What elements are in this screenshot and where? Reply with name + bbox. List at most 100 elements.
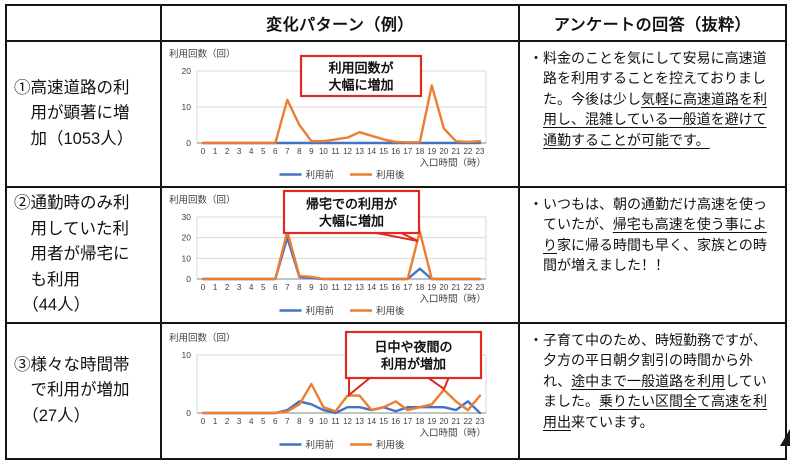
callout-text: 日中や夜間の (374, 340, 452, 355)
y-tick-label: 0 (186, 274, 191, 284)
x-tick-label: 23 (476, 417, 485, 426)
header-pattern: 変化パターン（例） (162, 6, 520, 42)
callout-text: 大幅に増加 (319, 214, 384, 229)
survey-underlined-segment: 途中まで一般道路を利用 (571, 372, 726, 389)
legend-label: 利用前 (306, 169, 335, 181)
x-tick-label: 22 (463, 147, 472, 156)
x-tick-label: 7 (285, 417, 290, 426)
category-label-1: ①高速道路の利 用が顕著に増 加（1053人） (14, 78, 134, 148)
y-tick-label: 20 (182, 233, 192, 243)
x-tick-label: 0 (201, 283, 206, 292)
x-axis-title: 入口時間（時） (419, 157, 486, 169)
x-tick-label: 21 (451, 283, 460, 292)
x-tick-label: 9 (309, 417, 314, 426)
survey-underlined-segment: 帰宅も高速を使う事により (543, 216, 767, 253)
x-tick-label: 9 (309, 283, 314, 292)
callout-text: 利用回数が (328, 61, 393, 76)
series-line-after (201, 382, 482, 415)
category-cell-2: ②通勤時のみ利 用していた利 用者が帰宅に も利用 （44人） (7, 188, 162, 324)
header-empty-cell (7, 6, 162, 42)
survey-segment: ・いつもは、朝の通勤だけ高速を使っていたが、 (529, 196, 767, 233)
x-tick-label: 0 (201, 147, 206, 156)
x-tick-label: 18 (415, 283, 424, 292)
legend-label: 利用後 (376, 169, 405, 181)
x-tick-label: 6 (273, 283, 278, 292)
x-tick-label: 1 (213, 283, 218, 292)
survey-text-3: ・子育て中のため、時短勤務ですが、夕方の平日朝夕割引の時間から外れ、途中まで一般… (529, 330, 780, 432)
x-tick-label: 22 (463, 283, 472, 292)
chart-cell-1: 0 10 20 0 1 2 3 4 5 6 7 8 9 10 11 12 13 14 15 16 17 18 19 20 21 2… (162, 42, 520, 188)
header-survey-label: アンケートの回答（抜粋） (553, 17, 752, 34)
x-tick-label: 4 (249, 417, 254, 426)
x-tick-label: 11 (331, 417, 340, 426)
x-tick-label: 15 (379, 417, 388, 426)
x-tick-label: 16 (391, 417, 400, 426)
y-tick-label: 0 (186, 408, 191, 418)
page-corner-mark (780, 429, 790, 446)
x-tick-label: 6 (273, 417, 278, 426)
legend-label: 利用前 (306, 439, 335, 451)
survey-underlined-segment: 気軽に高速道路を利用し、混雑している一般道を避けて通勤することが可能です。 (543, 90, 767, 148)
x-tick-label: 7 (285, 283, 290, 292)
survey-segment: ・子育て中のため、時短勤務ですが、夕方の平日朝夕割引の時間から外れ、 (529, 332, 767, 389)
y-tick-label: 0 (186, 138, 191, 148)
x-tick-label: 13 (355, 417, 364, 426)
x-tick-label: 12 (343, 147, 352, 156)
series-line-after (201, 230, 482, 281)
survey-segment: していました。 (543, 372, 767, 410)
x-tick-label: 11 (331, 147, 340, 156)
legend-label: 利用前 (306, 305, 335, 317)
category-cell-3: ③様々な時間帯 で利用が増加 （27人） (7, 324, 162, 458)
x-tick-label: 16 (391, 283, 400, 292)
x-tick-label: 21 (451, 147, 460, 156)
legend-label: 利用後 (376, 305, 405, 317)
survey-cell-3: ・子育て中のため、時短勤務ですが、夕方の平日朝夕割引の時間から外れ、途中まで一般… (520, 324, 785, 458)
y-tick-label: 10 (182, 350, 192, 360)
x-tick-label: 13 (355, 147, 364, 156)
survey-text-1: ・料金のことを気にして安易に高速道路を利用することを控えておりました。今後は少し… (529, 48, 780, 150)
survey-underlined-segment: 乗りたい区間全て高速を利用出 (543, 393, 767, 430)
x-axis-title: 入口時間（時） (419, 427, 486, 439)
survey-cell-1: ・料金のことを気にして安易に高速道路を利用することを控えておりました。今後は少し… (520, 42, 785, 188)
x-tick-label: 23 (476, 147, 485, 156)
x-tick-label: 20 (439, 147, 448, 156)
chart-cell-3: 0 10 0 1 2 3 4 5 6 7 8 9 10 11 12 13 14 15 16 17 18 19 20 21 22 2… (162, 324, 520, 458)
x-tick-label: 2 (225, 283, 230, 292)
category-cell-1: ①高速道路の利 用が顕著に増 加（1053人） (7, 42, 162, 188)
x-tick-label: 4 (249, 283, 254, 292)
x-tick-label: 8 (297, 283, 302, 292)
header-pattern-label: 変化パターン（例） (266, 17, 414, 34)
x-tick-label: 10 (319, 417, 328, 426)
chart-cell-2: 0 10 20 30 0 1 2 3 4 5 6 7 8 9 10 11 12 13 14 15 16 17 18 19 20 2… (162, 188, 520, 324)
callout-box (282, 189, 421, 235)
x-tick-label: 14 (367, 147, 376, 156)
x-tick-label: 20 (439, 417, 448, 426)
callout-text: 大幅に増加 (328, 78, 393, 93)
y-tick-label: 10 (182, 102, 192, 112)
x-tick-label: 4 (249, 147, 254, 156)
x-tick-label: 17 (403, 283, 412, 292)
callout-box (299, 54, 423, 98)
category-label-2: ②通勤時のみ利 用していた利 用者が帰宅に も利用 （44人） (14, 194, 130, 315)
x-tick-label: 21 (451, 417, 460, 426)
survey-cell-2: ・いつもは、朝の通勤だけ高速を使っていたが、帰宅も高速を使う事により家に帰る時間… (520, 188, 785, 324)
x-tick-label: 3 (237, 147, 242, 156)
x-tick-label: 5 (261, 147, 266, 156)
x-tick-label: 1 (213, 417, 218, 426)
x-tick-label: 10 (319, 283, 328, 292)
survey-segment: ・料金のことを気にして安易に高速道路を利用することを控えておりました。今後は少し (529, 50, 767, 107)
x-tick-label: 19 (427, 283, 436, 292)
y-axis-title: 利用回数（回） (169, 194, 236, 206)
y-tick-label: 30 (182, 212, 192, 222)
x-tick-label: 8 (297, 417, 302, 426)
x-tick-label: 15 (379, 283, 388, 292)
series-line-after (201, 84, 482, 145)
x-tick-label: 20 (439, 283, 448, 292)
x-tick-label: 2 (225, 147, 230, 156)
x-tick-label: 18 (415, 147, 424, 156)
x-tick-label: 3 (237, 417, 242, 426)
x-tick-label: 22 (463, 417, 472, 426)
